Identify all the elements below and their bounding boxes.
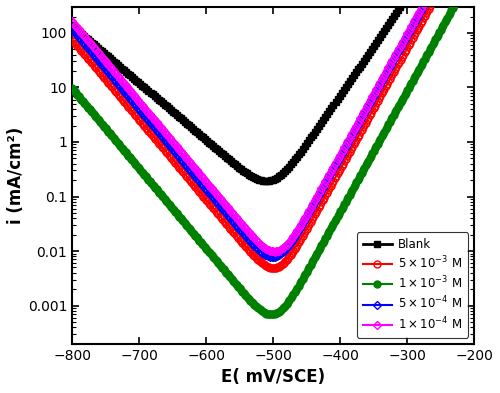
Y-axis label: i (mA/cm²): i (mA/cm²) — [7, 127, 25, 224]
Legend: Blank, $5\times10^{-3}$ M, $1\times10^{-3}$ M, $5\times10^{-4}$ M, $1\times10^{-: Blank, $5\times10^{-3}$ M, $1\times10^{-… — [357, 232, 468, 338]
X-axis label: E( mV/SCE): E( mV/SCE) — [221, 368, 325, 386]
